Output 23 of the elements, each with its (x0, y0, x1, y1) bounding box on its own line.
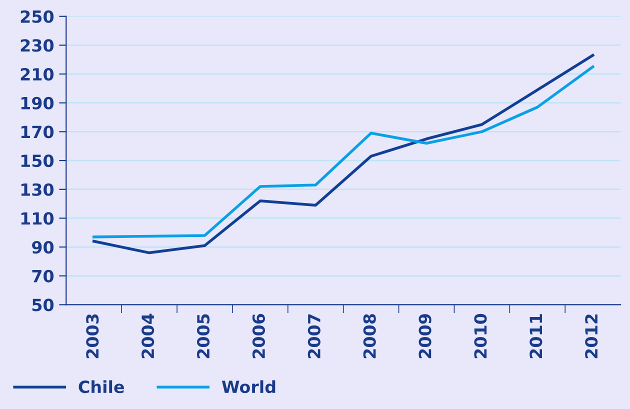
x-tick-label: 2012 (585, 314, 598, 358)
y-tick-label: 110 (21, 212, 54, 225)
y-tick-label: 50 (32, 298, 54, 312)
x-tick-label: 2011 (530, 314, 542, 358)
y-tick-label: 70 (32, 270, 54, 282)
y-tick-label: 190 (21, 96, 54, 110)
y-tick-label: 130 (21, 183, 54, 196)
x-tick-label: 2008 (363, 314, 376, 358)
legend-label: Chile (78, 380, 124, 394)
y-tick-label: 210 (20, 68, 54, 81)
x-tick-label: 2004 (142, 314, 154, 358)
x-tick-label: 2007 (308, 314, 320, 358)
x-tick-label: 2003 (86, 314, 99, 358)
x-tick-label: 2010 (474, 314, 487, 358)
x-tick-label: 2005 (196, 314, 210, 358)
x-tick-label: 2009 (418, 314, 432, 358)
y-tick-label: 250 (20, 10, 54, 23)
y-tick-label: 170 (21, 126, 54, 138)
legend-label: World (222, 380, 276, 394)
x-tick-label: 2006 (252, 314, 266, 358)
y-tick-label: 230 (20, 39, 54, 52)
y-tick-label: 150 (21, 154, 54, 168)
y-tick-label: 90 (32, 241, 54, 254)
